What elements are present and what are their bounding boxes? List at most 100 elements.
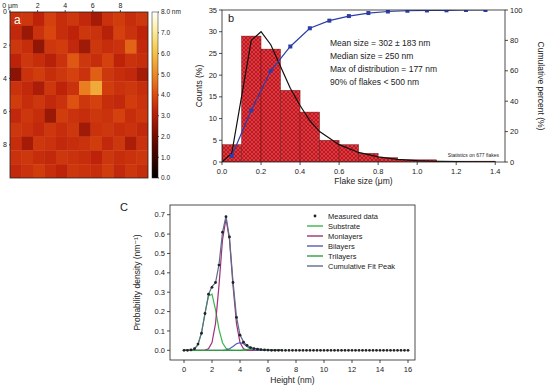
tick-label: 4 bbox=[63, 2, 67, 9]
cell bbox=[114, 137, 126, 151]
cell bbox=[102, 67, 114, 81]
cell bbox=[102, 123, 114, 137]
tick-label: 12 bbox=[348, 365, 356, 374]
tick bbox=[339, 162, 340, 165]
marker bbox=[340, 349, 343, 352]
cell bbox=[137, 95, 149, 109]
cell bbox=[79, 137, 91, 151]
cell bbox=[56, 95, 68, 109]
marker bbox=[358, 349, 361, 352]
marker bbox=[316, 349, 319, 352]
cell bbox=[22, 67, 34, 81]
marker bbox=[211, 286, 214, 289]
cell bbox=[137, 123, 149, 137]
cell bbox=[68, 150, 80, 164]
tick bbox=[9, 12, 10, 13]
cell bbox=[102, 40, 114, 54]
bar bbox=[339, 145, 359, 162]
cell bbox=[137, 12, 149, 26]
tick-label: 0.5 bbox=[155, 249, 165, 258]
plot-area bbox=[222, 10, 495, 162]
cell bbox=[10, 54, 22, 68]
marker bbox=[366, 11, 370, 15]
marker bbox=[263, 349, 266, 352]
tick-label: 25 bbox=[209, 49, 217, 58]
tick-label: 4 bbox=[3, 75, 7, 82]
cell bbox=[91, 12, 103, 26]
cell bbox=[114, 123, 126, 137]
marker bbox=[386, 349, 389, 352]
tick bbox=[158, 12, 159, 13]
cell bbox=[114, 26, 126, 40]
series-line bbox=[222, 32, 495, 162]
cell bbox=[45, 12, 57, 26]
marker bbox=[309, 349, 312, 352]
tick-label: 6 bbox=[266, 365, 270, 374]
x-label: Flake size (μm) bbox=[334, 176, 392, 186]
cell bbox=[33, 12, 45, 26]
tick-label: 1.0 bbox=[412, 167, 422, 176]
cell bbox=[56, 40, 68, 54]
cell bbox=[102, 150, 114, 164]
cell bbox=[22, 95, 34, 109]
tick-label: 0 bbox=[182, 365, 186, 374]
annotation: Mean size = 302 ± 183 nm bbox=[330, 38, 430, 48]
tick-label: 0.6 bbox=[334, 167, 344, 176]
cell bbox=[79, 109, 91, 123]
cell bbox=[91, 109, 103, 123]
tick-label: 0.4 bbox=[155, 268, 165, 277]
cell bbox=[125, 67, 137, 81]
cell bbox=[137, 109, 149, 123]
tick bbox=[219, 75, 222, 76]
cell bbox=[10, 137, 22, 151]
tick-label: 4 bbox=[238, 365, 242, 374]
tick-label: 7.0 bbox=[161, 29, 170, 36]
cell bbox=[45, 137, 57, 151]
marker bbox=[379, 349, 382, 352]
tick bbox=[261, 162, 262, 165]
cell bbox=[33, 40, 45, 54]
tick bbox=[9, 78, 10, 79]
cell bbox=[33, 67, 45, 81]
cell bbox=[125, 12, 137, 26]
cell bbox=[79, 54, 91, 68]
marker bbox=[270, 349, 273, 352]
legend-item: Trilayers bbox=[307, 252, 357, 261]
marker bbox=[239, 334, 242, 337]
cell bbox=[10, 95, 22, 109]
tick bbox=[222, 162, 223, 165]
tick bbox=[505, 70, 508, 71]
marker bbox=[396, 349, 399, 352]
cell bbox=[68, 137, 80, 151]
cell bbox=[56, 123, 68, 137]
tick-label: 14 bbox=[376, 365, 384, 374]
cell bbox=[33, 95, 45, 109]
cell bbox=[79, 40, 91, 54]
legend-marker bbox=[314, 215, 317, 218]
marker bbox=[281, 349, 284, 352]
tick-label: 0.2 bbox=[155, 307, 165, 316]
cell bbox=[56, 26, 68, 40]
tick bbox=[219, 118, 222, 119]
tick-label: 0 bbox=[510, 158, 514, 167]
tick-label: 6 bbox=[3, 108, 7, 115]
cell bbox=[22, 123, 34, 137]
marker bbox=[246, 344, 249, 347]
cell bbox=[79, 26, 91, 40]
legend-item: Cumulative Fit Peak bbox=[307, 262, 395, 271]
cell bbox=[45, 150, 57, 164]
cell bbox=[102, 95, 114, 109]
annotation: Median size = 250 nm bbox=[330, 51, 413, 61]
marker bbox=[312, 349, 315, 352]
cell bbox=[56, 164, 68, 178]
marker bbox=[327, 19, 331, 23]
panel-label: b bbox=[228, 12, 234, 24]
tick bbox=[120, 10, 121, 12]
cell bbox=[10, 81, 22, 95]
panel-heatmap: 0 μm246802468a8.0 nm7.06.05.04.03.02.01.… bbox=[2, 2, 181, 181]
marker bbox=[242, 341, 245, 344]
tick-label: 1.4 bbox=[490, 167, 500, 176]
cell bbox=[10, 123, 22, 137]
legend-line bbox=[307, 235, 323, 236]
marker bbox=[351, 349, 354, 352]
